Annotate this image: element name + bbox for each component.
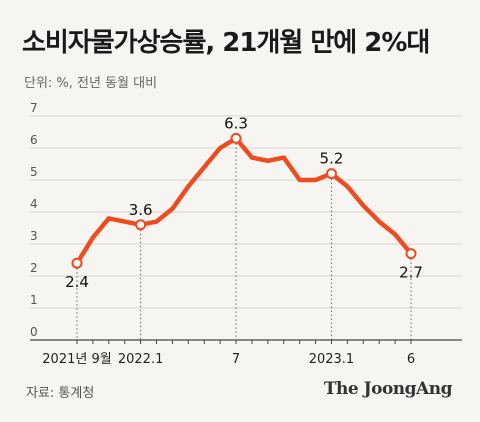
- y-tick-label-6: 6: [30, 133, 38, 147]
- source-label: 자료: 통계청: [26, 386, 95, 401]
- data-point-4: [135, 219, 147, 231]
- data-label-0: 2.4: [65, 273, 89, 291]
- x-tick-label-0: 2021년 9월: [42, 352, 111, 367]
- x-tick-label-10: 7: [232, 352, 240, 367]
- x-tick-label-4: 2022.1: [118, 352, 164, 367]
- chart-title: 소비자물가상승률, 21개월 만에 2%대: [22, 28, 430, 58]
- data-label-4: 3.6: [129, 201, 153, 219]
- data-point-16: [325, 168, 337, 180]
- x-tick-label-21: 6: [407, 352, 415, 367]
- y-tick-label-2: 2: [30, 261, 38, 275]
- data-label-16: 5.2: [320, 150, 344, 168]
- data-label-10: 6.3: [224, 114, 248, 132]
- data-point-21: [405, 248, 417, 260]
- y-tick-label-4: 4: [30, 197, 38, 211]
- data-point-0: [71, 257, 83, 269]
- x-tick-label-16: 2023.1: [309, 352, 355, 367]
- y-tick-label-0: 0: [30, 325, 38, 339]
- unit-label: 단위: %, 전년 동월 대비: [24, 76, 158, 91]
- y-tick-label-1: 1: [30, 293, 38, 307]
- data-label-21: 2.7: [399, 264, 423, 282]
- y-tick-label-7: 7: [30, 101, 38, 115]
- brand-logo: The JoongAng: [323, 379, 453, 399]
- y-tick-label-5: 5: [30, 165, 38, 179]
- data-point-10: [230, 132, 242, 144]
- y-tick-label-3: 3: [30, 229, 38, 243]
- series-line: [74, 136, 414, 266]
